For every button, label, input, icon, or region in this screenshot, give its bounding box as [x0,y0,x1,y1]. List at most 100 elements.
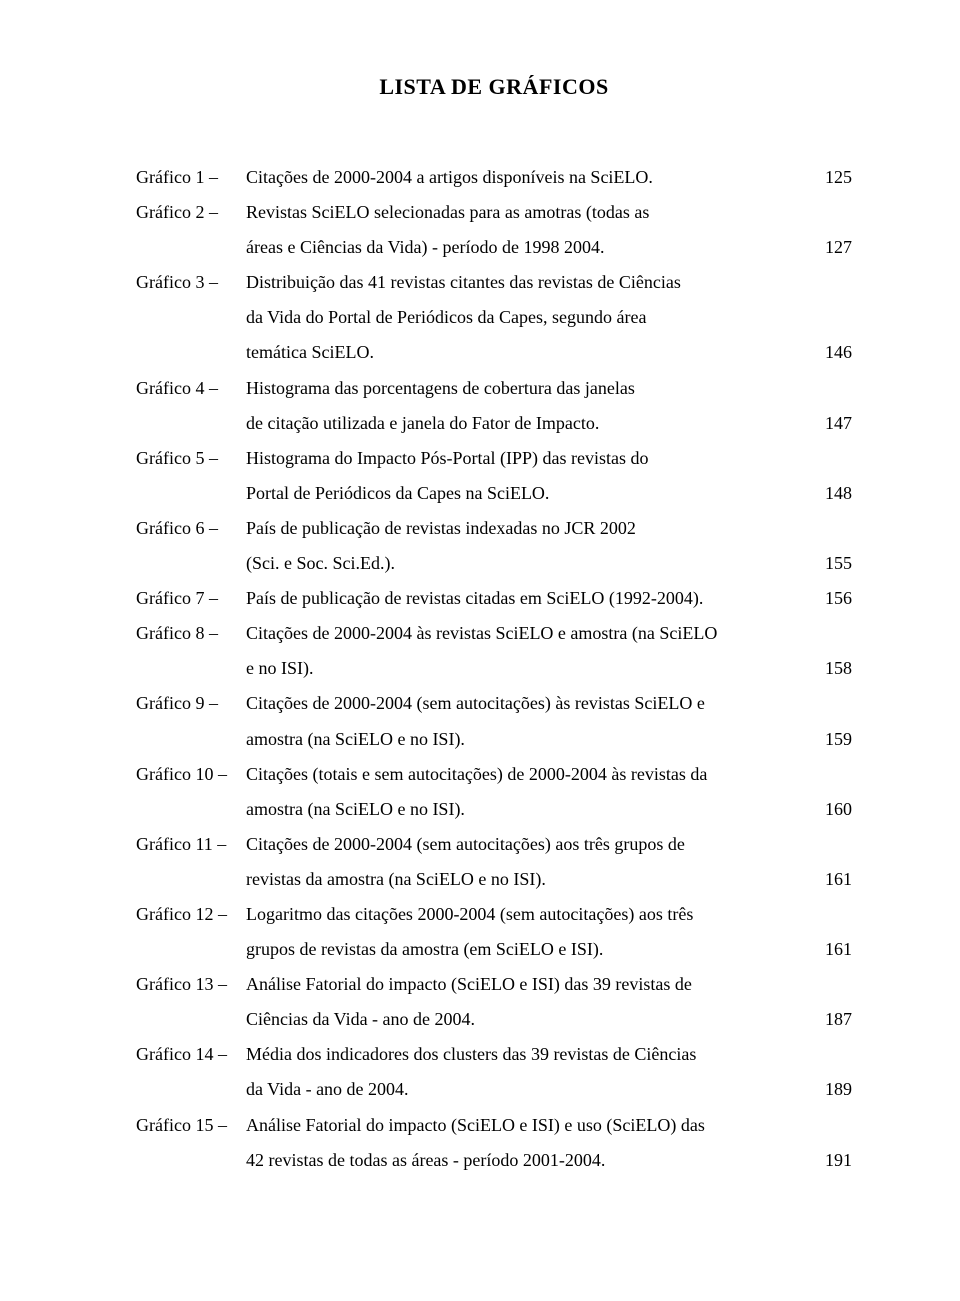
entry-page-number: 146 [813,335,852,370]
entry-page-number: 161 [813,862,852,897]
entry-text: Histograma do Impacto Pós-Portal (IPP) d… [246,441,852,476]
toc-line: Gráfico 14 –Média dos indicadores dos cl… [136,1037,852,1072]
list-of-figures: Gráfico 1 –Citações de 2000-2004 a artig… [136,160,852,1178]
entry-label: Gráfico 3 – [136,265,246,300]
entry-text: amostra (na SciELO e no ISI). [246,792,813,827]
entry-text: da Vida do Portal de Periódicos da Capes… [246,300,852,335]
entry-text: Distribuição das 41 revistas citantes da… [246,265,852,300]
entry-page-number: 147 [813,406,852,441]
entry-text: revistas da amostra (na SciELO e no ISI)… [246,862,813,897]
toc-line: (Sci. e Soc. Sci.Ed.).155 [136,546,852,581]
entry-label: Gráfico 12 – [136,897,246,932]
entry-text: (Sci. e Soc. Sci.Ed.). [246,546,813,581]
entry-text: Citações de 2000-2004 a artigos disponív… [246,160,813,195]
toc-entry: Gráfico 7 –País de publicação de revista… [136,581,852,616]
entry-text: 42 revistas de todas as áreas - período … [246,1143,813,1178]
toc-line: grupos de revistas da amostra (em SciELO… [136,932,852,967]
toc-entry: Gráfico 11 –Citações de 2000-2004 (sem a… [136,827,852,897]
entry-page-number: 161 [813,932,852,967]
entry-label: Gráfico 10 – [136,757,246,792]
entry-label: Gráfico 5 – [136,441,246,476]
entry-text: Revistas SciELO selecionadas para as amo… [246,195,852,230]
entry-page-number: 155 [813,546,852,581]
entry-text: Citações de 2000-2004 (sem autocitações)… [246,686,852,721]
entry-label: Gráfico 4 – [136,371,246,406]
entry-page-number: 159 [813,722,852,757]
toc-line: Gráfico 9 –Citações de 2000-2004 (sem au… [136,686,852,721]
toc-line: de citação utilizada e janela do Fator d… [136,406,852,441]
entry-text: e no ISI). [246,651,813,686]
entry-label: Gráfico 6 – [136,511,246,546]
toc-line: Gráfico 6 –País de publicação de revista… [136,511,852,546]
toc-line: Gráfico 3 –Distribuição das 41 revistas … [136,265,852,300]
entry-label: Gráfico 7 – [136,581,246,616]
entry-page-number: 148 [813,476,852,511]
toc-entry: Gráfico 8 –Citações de 2000-2004 às revi… [136,616,852,686]
toc-line: revistas da amostra (na SciELO e no ISI)… [136,862,852,897]
entry-page-number: 189 [813,1072,852,1107]
toc-line: Gráfico 15 –Análise Fatorial do impacto … [136,1108,852,1143]
toc-line: da Vida do Portal de Periódicos da Capes… [136,300,852,335]
entry-label: Gráfico 2 – [136,195,246,230]
entry-text: Análise Fatorial do impacto (SciELO e IS… [246,1108,852,1143]
entry-text: grupos de revistas da amostra (em SciELO… [246,932,813,967]
entry-page-number: 125 [813,160,852,195]
toc-line: 42 revistas de todas as áreas - período … [136,1143,852,1178]
entry-page-number: 156 [813,581,852,616]
entry-label: Gráfico 11 – [136,827,246,862]
entry-text: Média dos indicadores dos clusters das 3… [246,1037,852,1072]
entry-page-number: 127 [813,230,852,265]
toc-line: Gráfico 8 –Citações de 2000-2004 às revi… [136,616,852,651]
entry-text: Logaritmo das citações 2000-2004 (sem au… [246,897,852,932]
toc-entry: Gráfico 2 –Revistas SciELO selecionadas … [136,195,852,265]
document-page: LISTA DE GRÁFICOS Gráfico 1 –Citações de… [0,0,960,1301]
entry-text: Portal de Periódicos da Capes na SciELO. [246,476,813,511]
page-title: LISTA DE GRÁFICOS [136,74,852,100]
entry-page-number: 160 [813,792,852,827]
toc-line: áreas e Ciências da Vida) - período de 1… [136,230,852,265]
entry-label: Gráfico 13 – [136,967,246,1002]
toc-line: da Vida - ano de 2004.189 [136,1072,852,1107]
toc-entry: Gráfico 9 –Citações de 2000-2004 (sem au… [136,686,852,756]
toc-entry: Gráfico 5 –Histograma do Impacto Pós-Por… [136,441,852,511]
toc-line: Gráfico 5 –Histograma do Impacto Pós-Por… [136,441,852,476]
toc-entry: Gráfico 15 –Análise Fatorial do impacto … [136,1108,852,1178]
toc-line: amostra (na SciELO e no ISI).159 [136,722,852,757]
entry-text: Histograma das porcentagens de cobertura… [246,371,852,406]
toc-line: Gráfico 4 –Histograma das porcentagens d… [136,371,852,406]
entry-text: Citações de 2000-2004 às revistas SciELO… [246,616,852,651]
entry-text: amostra (na SciELO e no ISI). [246,722,813,757]
entry-text: temática SciELO. [246,335,813,370]
entry-text: da Vida - ano de 2004. [246,1072,813,1107]
entry-text: Citações (totais e sem autocitações) de … [246,757,852,792]
toc-line: Gráfico 10 –Citações (totais e sem autoc… [136,757,852,792]
toc-entry: Gráfico 13 –Análise Fatorial do impacto … [136,967,852,1037]
toc-entry: Gráfico 1 –Citações de 2000-2004 a artig… [136,160,852,195]
toc-line: amostra (na SciELO e no ISI).160 [136,792,852,827]
toc-line: Gráfico 12 –Logaritmo das citações 2000-… [136,897,852,932]
entry-text: Análise Fatorial do impacto (SciELO e IS… [246,967,852,1002]
toc-line: Portal de Periódicos da Capes na SciELO.… [136,476,852,511]
toc-line: Gráfico 1 –Citações de 2000-2004 a artig… [136,160,852,195]
toc-entry: Gráfico 10 –Citações (totais e sem autoc… [136,757,852,827]
entry-label: Gráfico 8 – [136,616,246,651]
toc-line: Gráfico 2 –Revistas SciELO selecionadas … [136,195,852,230]
entry-page-number: 158 [813,651,852,686]
toc-line: Ciências da Vida - ano de 2004.187 [136,1002,852,1037]
entry-text: Ciências da Vida - ano de 2004. [246,1002,813,1037]
toc-entry: Gráfico 6 –País de publicação de revista… [136,511,852,581]
entry-label: Gráfico 9 – [136,686,246,721]
entry-text: de citação utilizada e janela do Fator d… [246,406,813,441]
toc-line: Gráfico 13 –Análise Fatorial do impacto … [136,967,852,1002]
toc-line: Gráfico 11 –Citações de 2000-2004 (sem a… [136,827,852,862]
entry-page-number: 187 [813,1002,852,1037]
toc-line: temática SciELO.146 [136,335,852,370]
entry-text: País de publicação de revistas indexadas… [246,511,852,546]
toc-line: Gráfico 7 –País de publicação de revista… [136,581,852,616]
entry-page-number: 191 [813,1143,852,1178]
toc-entry: Gráfico 12 –Logaritmo das citações 2000-… [136,897,852,967]
toc-entry: Gráfico 14 –Média dos indicadores dos cl… [136,1037,852,1107]
entry-text: Citações de 2000-2004 (sem autocitações)… [246,827,852,862]
entry-text: áreas e Ciências da Vida) - período de 1… [246,230,813,265]
toc-line: e no ISI).158 [136,651,852,686]
